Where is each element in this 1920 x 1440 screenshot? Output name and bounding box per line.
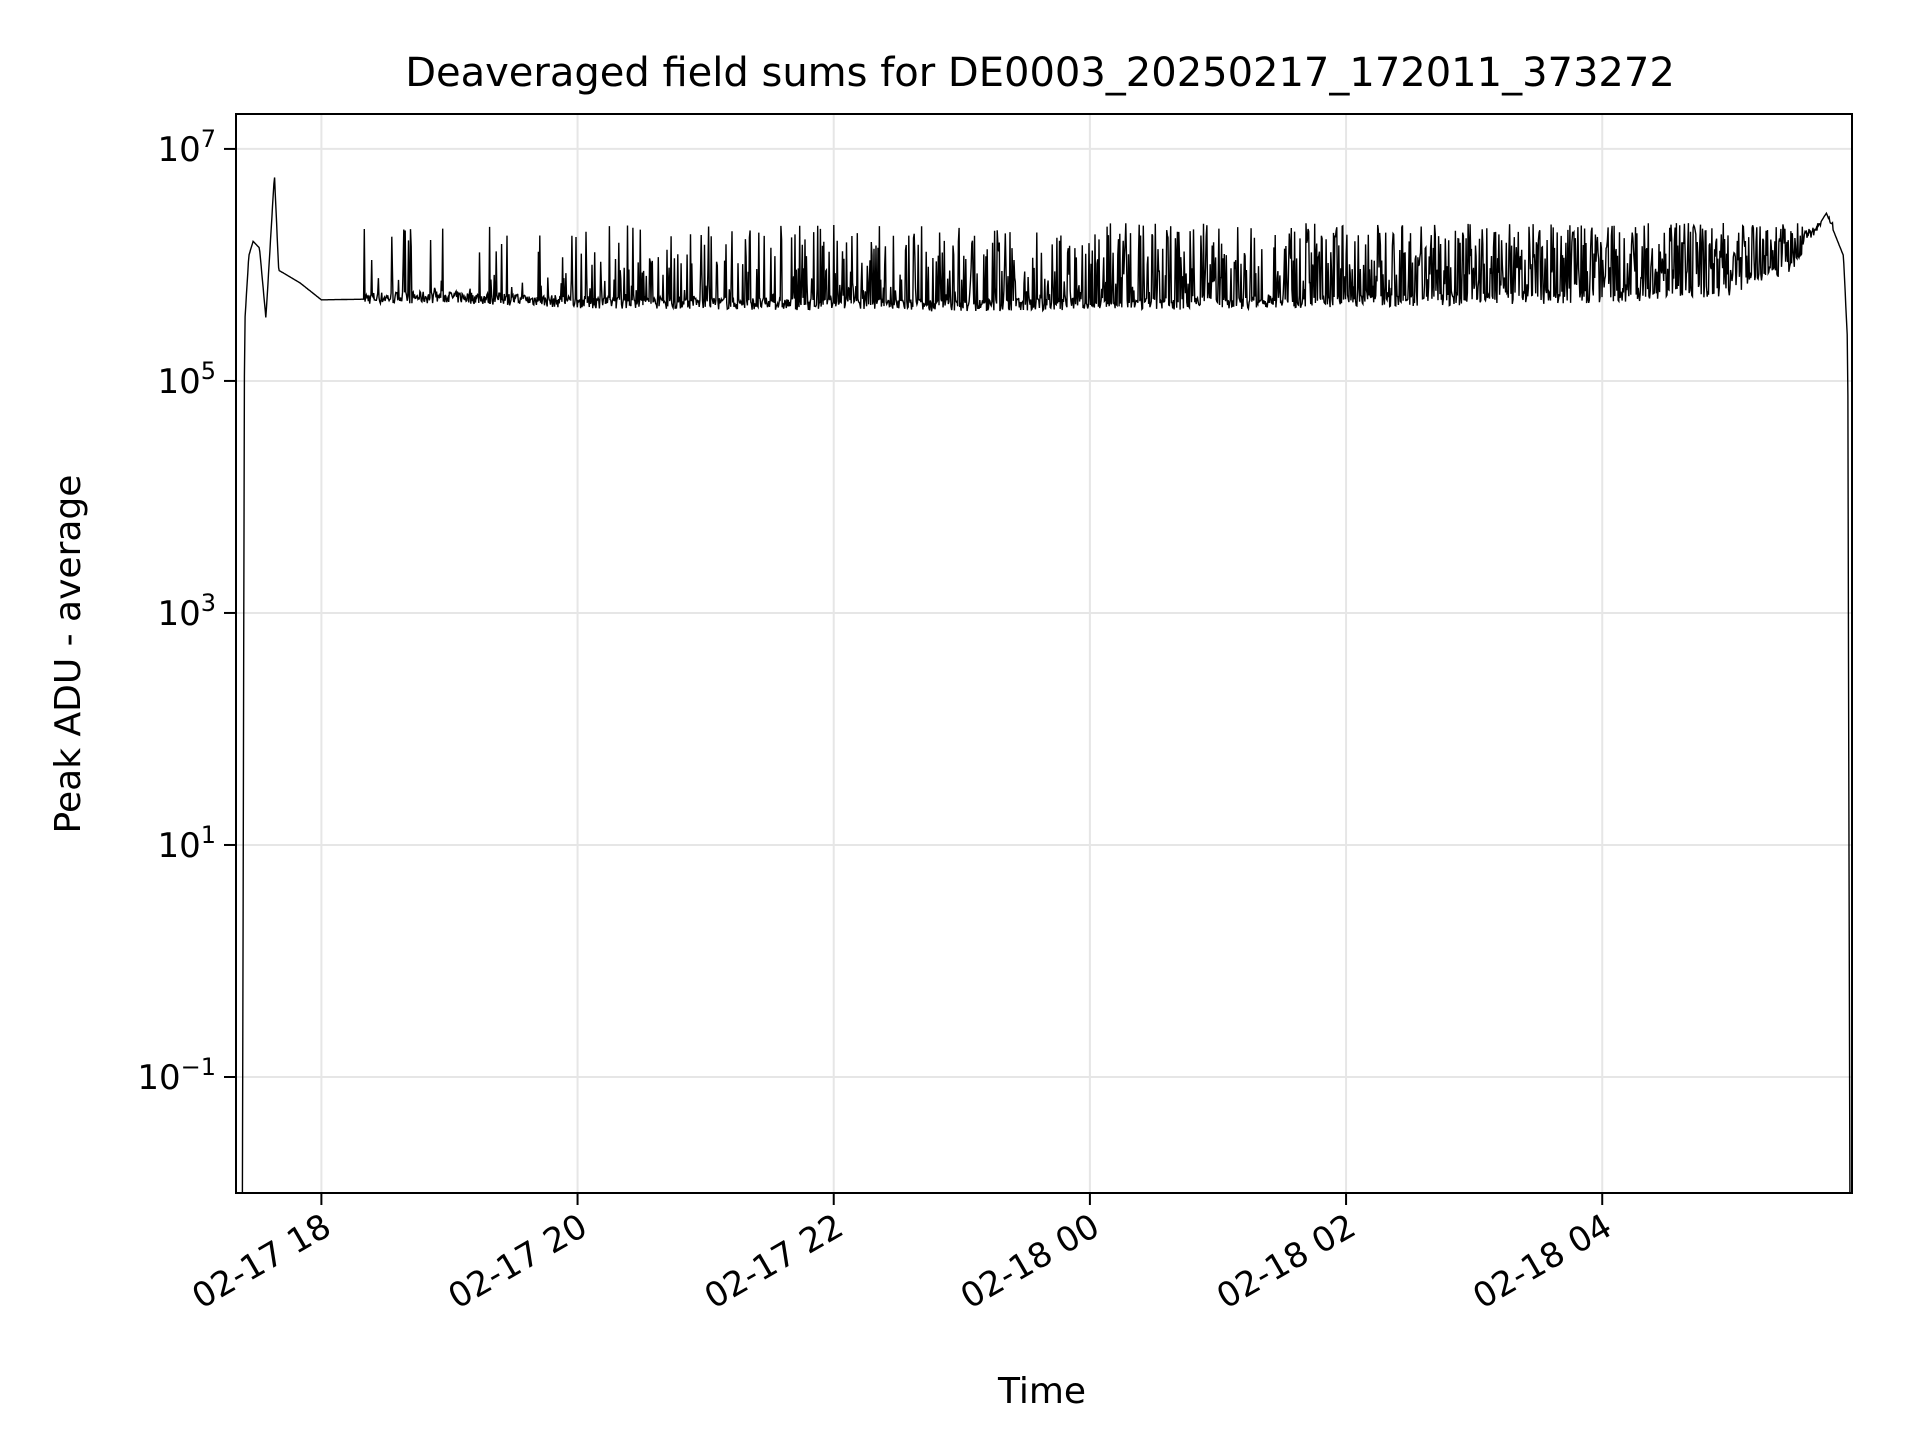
plot-frame (235, 113, 1853, 1194)
y-tick-label: 10−1 (137, 1053, 216, 1098)
y-axis-label: Peak ADU - average (48, 475, 89, 834)
chart-title: Deaveraged field sums for DE0003_2025021… (405, 50, 1675, 96)
y-tick-label: 105 (157, 357, 216, 402)
y-tick-label: 101 (157, 821, 216, 866)
series-line (241, 177, 1851, 1193)
y-tick-label: 103 (157, 589, 216, 634)
series-layer (241, 177, 1851, 1193)
y-tick-label: 107 (157, 125, 216, 170)
x-axis-label: Time (997, 1371, 1086, 1412)
y-axis: 10−1 101 103 105 107 (137, 125, 236, 1098)
